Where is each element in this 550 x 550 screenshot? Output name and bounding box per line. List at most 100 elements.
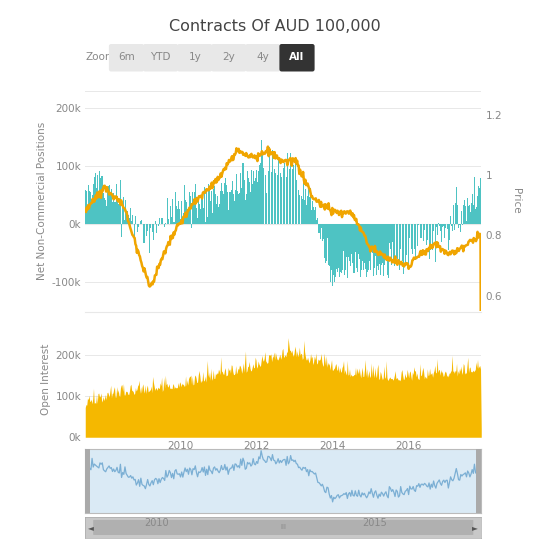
Bar <box>120 180 121 224</box>
Bar <box>179 209 180 224</box>
Bar <box>140 221 141 224</box>
Text: Contracts Of AUD 100,000: Contracts Of AUD 100,000 <box>169 19 381 34</box>
Bar <box>135 216 136 224</box>
Bar <box>245 200 246 224</box>
Bar <box>304 200 305 224</box>
Bar <box>128 215 129 224</box>
Bar <box>214 185 215 224</box>
Bar <box>100 178 101 224</box>
Bar <box>185 200 186 224</box>
Bar <box>410 224 411 251</box>
Bar <box>88 185 89 224</box>
Bar <box>354 224 355 273</box>
Bar <box>293 165 294 224</box>
Bar <box>301 196 302 224</box>
Text: 6m: 6m <box>118 52 135 62</box>
Bar <box>385 224 386 259</box>
Bar <box>414 224 415 249</box>
Bar <box>284 163 285 224</box>
Bar <box>386 224 387 260</box>
Bar <box>251 170 252 224</box>
Bar <box>155 221 156 224</box>
Bar <box>325 224 326 263</box>
Bar <box>320 224 321 239</box>
Bar <box>375 224 376 256</box>
Bar <box>119 204 120 224</box>
Bar <box>402 224 403 261</box>
Y-axis label: Price: Price <box>512 188 521 213</box>
Bar <box>212 213 213 224</box>
Bar <box>344 224 345 275</box>
Bar <box>103 204 104 224</box>
Bar <box>393 224 394 259</box>
Bar <box>254 180 255 224</box>
Bar <box>438 223 439 224</box>
Bar <box>314 210 315 224</box>
Bar <box>309 224 310 230</box>
Bar <box>477 196 478 224</box>
Bar <box>104 198 105 224</box>
Bar <box>109 192 111 224</box>
Text: All: All <box>289 52 305 62</box>
Bar <box>273 169 274 224</box>
Bar <box>202 192 203 224</box>
Bar <box>163 222 164 224</box>
Bar <box>123 197 124 224</box>
Bar <box>131 222 132 224</box>
Bar <box>337 224 338 272</box>
Bar <box>173 222 174 224</box>
Bar <box>333 224 334 274</box>
Bar <box>191 224 192 228</box>
Bar <box>362 224 364 268</box>
Bar <box>460 224 461 232</box>
Bar <box>348 224 349 257</box>
Bar <box>263 168 264 224</box>
Bar <box>224 183 225 224</box>
Bar <box>195 184 196 224</box>
Bar <box>355 224 356 252</box>
Bar <box>382 224 383 263</box>
Text: 2015: 2015 <box>362 518 387 527</box>
Bar <box>268 172 269 224</box>
Bar <box>175 192 176 224</box>
Bar <box>162 218 163 224</box>
Bar <box>359 224 360 258</box>
Bar <box>159 218 160 224</box>
Bar <box>190 196 191 224</box>
Bar <box>277 175 278 224</box>
Bar <box>287 153 288 224</box>
Bar <box>147 224 148 230</box>
Bar <box>168 219 169 224</box>
Bar <box>138 224 139 227</box>
Bar <box>422 224 423 240</box>
Bar <box>457 205 458 224</box>
Bar <box>167 198 168 224</box>
Bar <box>318 224 319 233</box>
Bar <box>101 175 102 224</box>
Bar <box>372 224 373 253</box>
Bar <box>335 224 336 277</box>
Bar <box>154 224 155 233</box>
Bar <box>292 169 293 224</box>
Bar <box>459 224 460 225</box>
Bar <box>107 190 108 224</box>
Bar <box>312 201 313 224</box>
Bar <box>249 183 250 224</box>
Bar <box>319 224 320 233</box>
Text: ◄: ◄ <box>89 523 94 532</box>
Bar <box>134 224 135 241</box>
Bar <box>90 192 91 224</box>
Bar <box>237 191 238 224</box>
Bar <box>271 172 272 224</box>
Bar <box>311 210 312 224</box>
Bar <box>150 224 151 228</box>
Bar <box>291 159 292 224</box>
Bar <box>130 216 131 224</box>
Bar <box>443 224 444 226</box>
Bar <box>476 207 477 224</box>
Bar <box>184 185 185 224</box>
Bar <box>244 180 245 224</box>
Bar <box>283 168 284 224</box>
Bar <box>242 163 243 224</box>
Bar <box>267 157 268 224</box>
